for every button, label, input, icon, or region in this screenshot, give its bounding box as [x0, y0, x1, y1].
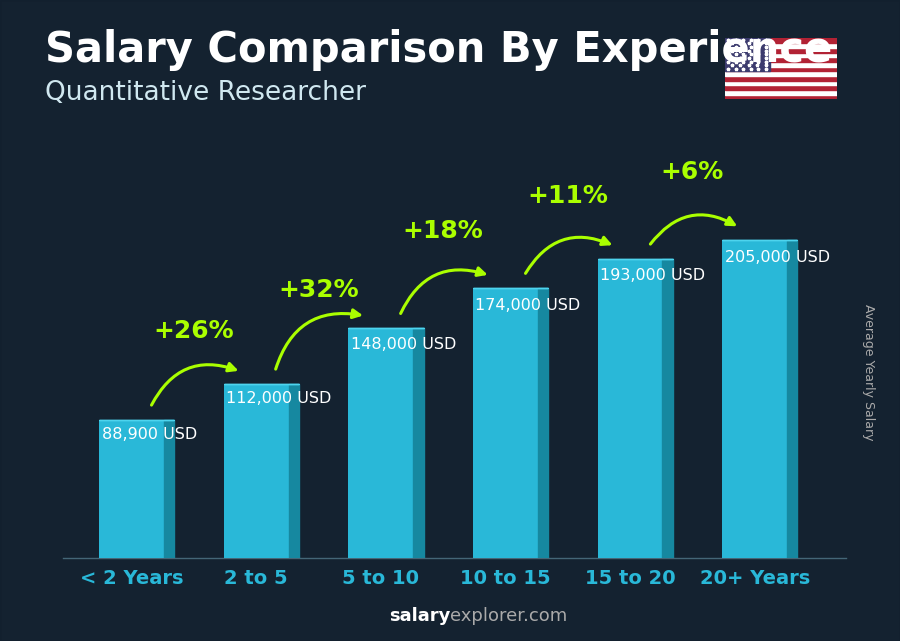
Text: Average Yearly Salary: Average Yearly Salary	[862, 304, 875, 440]
Bar	[724, 62, 837, 67]
Bar	[724, 38, 837, 43]
Bar	[224, 384, 289, 558]
Text: Salary Comparison By Experience: Salary Comparison By Experience	[45, 29, 832, 71]
Text: Quantitative Researcher: Quantitative Researcher	[45, 80, 366, 106]
Bar	[724, 57, 837, 62]
Text: +6%: +6%	[661, 160, 724, 185]
Polygon shape	[164, 420, 175, 558]
Bar	[724, 95, 837, 99]
Bar	[722, 240, 787, 558]
Text: 112,000 USD: 112,000 USD	[226, 391, 331, 406]
Bar	[724, 76, 837, 81]
Polygon shape	[662, 259, 673, 558]
Text: explorer.com: explorer.com	[450, 607, 567, 625]
Bar	[724, 43, 837, 48]
Polygon shape	[787, 240, 797, 558]
Bar	[724, 81, 837, 85]
Polygon shape	[413, 328, 424, 558]
Bar	[724, 67, 837, 71]
Bar	[724, 85, 837, 90]
Text: +32%: +32%	[278, 278, 359, 302]
Text: 88,900 USD: 88,900 USD	[102, 426, 197, 442]
Text: +11%: +11%	[527, 183, 608, 208]
Text: salary: salary	[389, 607, 450, 625]
Bar	[724, 90, 837, 95]
Text: 174,000 USD: 174,000 USD	[475, 298, 580, 313]
Bar	[724, 71, 837, 76]
Text: 193,000 USD: 193,000 USD	[600, 269, 706, 283]
Bar	[99, 420, 164, 558]
Bar	[348, 328, 413, 558]
Bar	[473, 288, 538, 558]
Polygon shape	[538, 288, 548, 558]
Text: +26%: +26%	[154, 319, 234, 342]
Bar	[724, 38, 770, 71]
Bar	[724, 48, 837, 53]
Text: 148,000 USD: 148,000 USD	[351, 337, 456, 351]
Polygon shape	[289, 384, 299, 558]
Bar	[724, 53, 837, 57]
Text: 205,000 USD: 205,000 USD	[724, 250, 830, 265]
Bar	[598, 259, 662, 558]
Text: +18%: +18%	[402, 219, 483, 243]
